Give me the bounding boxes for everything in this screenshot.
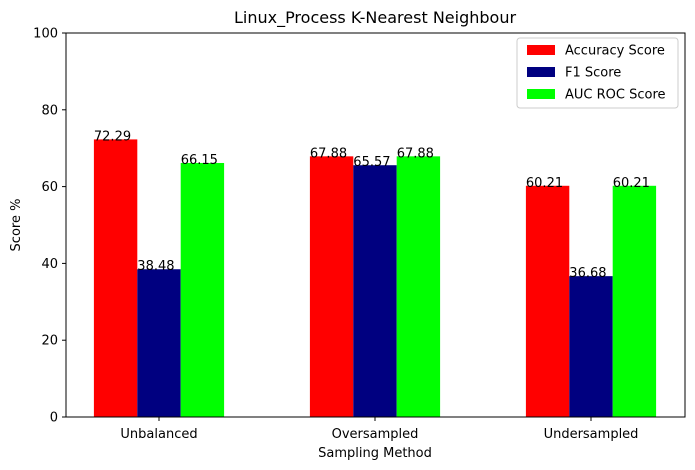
plot-frame: [65, 32, 686, 418]
x-tick-label: Undersampled: [544, 427, 639, 442]
legend: Accuracy Score F1 Score AUC ROC Score: [516, 37, 679, 109]
y-tick-label: 20: [41, 334, 58, 349]
bar-f1-score-unbalanced: [137, 269, 181, 417]
bar-f1-score-undersampled: [569, 276, 613, 417]
data-label: 67.88: [397, 146, 434, 161]
data-label: 38.48: [137, 259, 174, 274]
legend-swatch: [527, 89, 555, 99]
x-tick-label: Oversampled: [332, 427, 419, 442]
bar-auc-roc-score-unbalanced: [180, 162, 225, 417]
x-tick-label: Unbalanced: [120, 427, 197, 442]
legend-swatch: [527, 67, 555, 77]
bar-auc-roc-score-oversampled: [396, 156, 441, 417]
y-tick-label: 60: [41, 180, 58, 195]
bar-f1-score-oversampled: [353, 165, 397, 417]
bar-auc-roc-score-undersampled: [612, 185, 657, 417]
y-tick-label: 40: [41, 257, 58, 272]
y-axis: 0 20 40 60 80 100: [33, 27, 66, 426]
bars-group: [93, 139, 657, 417]
bar-accuracy-score-undersampled: [525, 185, 570, 417]
x-axis-label: Sampling Method: [318, 446, 432, 461]
y-tick-label: 0: [50, 411, 58, 426]
data-label: 65.57: [353, 155, 390, 170]
legend-label: AUC ROC Score: [565, 88, 666, 103]
data-label: 60.21: [526, 176, 563, 191]
bar-accuracy-score-unbalanced: [93, 139, 138, 417]
data-label: 36.68: [569, 266, 606, 281]
legend-label: Accuracy Score: [565, 44, 665, 59]
legend-label: F1 Score: [565, 66, 621, 81]
chart-title: Linux_Process K-Nearest Neighbour: [234, 8, 517, 28]
data-label: 67.88: [310, 146, 347, 161]
x-axis: Unbalanced Oversampled Undersampled: [120, 417, 638, 442]
y-tick-label: 80: [41, 103, 58, 118]
y-axis-label: Score %: [9, 199, 24, 252]
legend-box: [516, 37, 679, 109]
bar-accuracy-score-oversampled: [309, 156, 354, 417]
data-labels-group: 72.29 67.88 60.21 38.48 65.57 36.68 66.15 67.88…: [94, 129, 650, 281]
legend-swatch: [527, 45, 555, 55]
y-tick-label: 100: [33, 27, 58, 42]
data-label: 72.29: [94, 129, 131, 144]
data-label: 60.21: [613, 176, 650, 191]
data-label: 66.15: [181, 153, 218, 168]
